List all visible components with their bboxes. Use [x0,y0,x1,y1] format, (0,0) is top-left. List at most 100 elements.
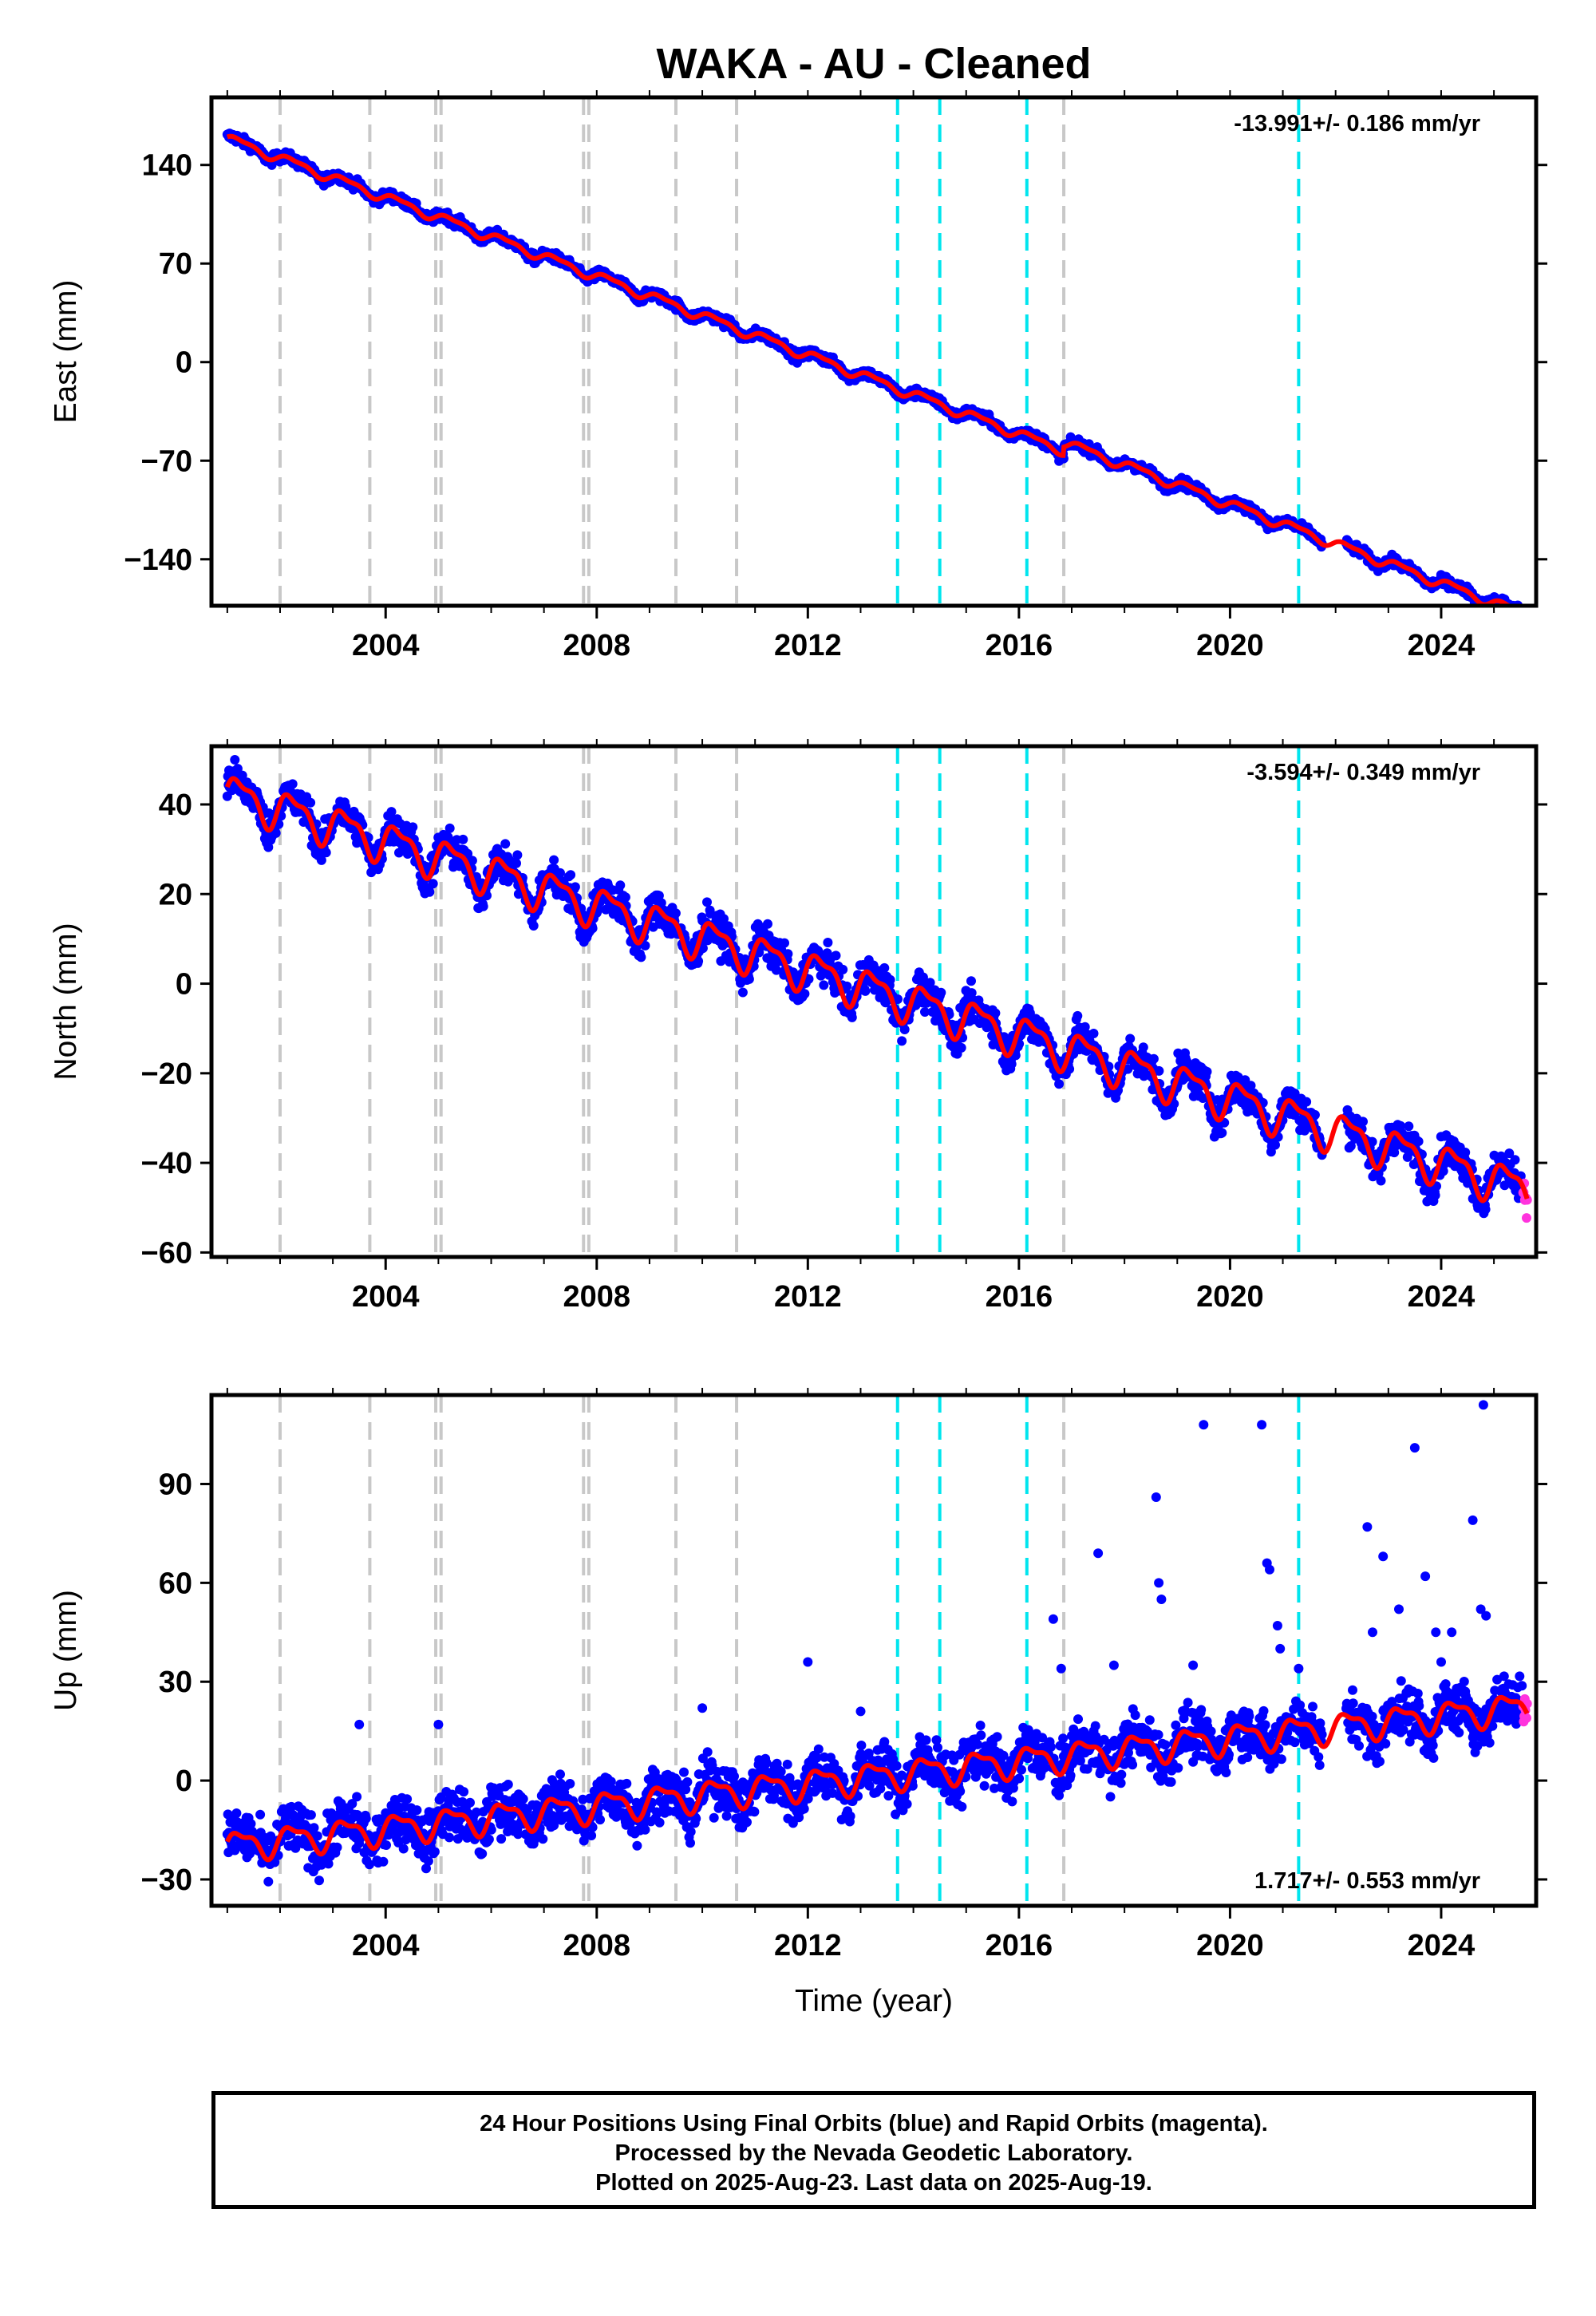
final-orbit-point [266,1831,276,1841]
final-orbit-point [1302,1097,1312,1107]
rapid-orbit-point [1522,614,1531,623]
chart-title: WAKA - AU - Cleaned [656,40,1091,88]
final-orbit-point [640,940,650,951]
final-orbit-point [314,1875,324,1886]
final-orbit-point [920,1007,930,1017]
x-tick-label: 2012 [774,1280,842,1314]
final-orbit-point [428,879,438,889]
final-orbit-point [842,981,852,991]
final-orbit-point [237,770,247,781]
final-orbit-point [500,839,511,849]
final-orbit-point [893,994,903,1004]
x-tick-label: 2004 [352,1280,420,1314]
final-orbit-point [990,1008,1001,1018]
final-orbit-point [1413,1136,1424,1147]
final-orbit-point [620,892,630,903]
final-orbit-point [402,1794,413,1804]
final-orbit-point [1088,1029,1099,1038]
final-orbit-point [312,1831,322,1841]
final-orbit-point [1125,1034,1136,1044]
final-orbit-point [1345,1141,1356,1151]
final-orbit-point [309,1823,319,1833]
final-orbit-point [1460,1148,1471,1157]
rapid-orbit-point [1521,611,1531,621]
final-orbit-point [421,1863,431,1874]
y-tick-label: −20 [141,1057,192,1091]
final-orbit-point [347,1799,358,1809]
final-orbit-point [412,1805,422,1816]
final-orbit-point [361,1813,371,1824]
rapid-orbit-point [1519,607,1529,617]
final-orbit-point [378,1856,389,1867]
final-orbit-point [306,797,316,808]
x-tick-label: 2016 [986,1280,1053,1314]
final-orbit-point [555,868,565,878]
final-orbit-point [458,834,468,844]
model-fit-line [226,133,1515,606]
final-orbit-point [352,1792,362,1802]
final-orbit-point [570,882,580,892]
final-orbit-point [286,1801,297,1812]
final-orbit-point [478,901,488,911]
final-orbit-point [444,823,455,833]
final-orbit-point [1270,1140,1280,1150]
final-orbit-point [1515,607,1524,616]
rapid-orbit-point [1521,611,1531,621]
velocity-label: -13.991+/- 0.186 mm/yr [1234,111,1480,136]
final-orbit-point [246,1819,256,1829]
data-points [222,128,1532,623]
final-orbit-point [1080,1022,1090,1032]
final-orbit-point [719,914,729,924]
final-orbit-point [231,1808,242,1818]
final-orbit-point [966,976,976,986]
final-orbit-point [386,807,397,817]
y-tick-label: −140 [124,543,192,577]
final-orbit-point [321,848,331,858]
final-orbit-point [1154,1065,1164,1076]
final-orbit-point [860,986,871,996]
x-tick-label: 2020 [1196,1280,1264,1314]
model-fit-line [224,776,1530,1203]
final-orbit-point [1480,1204,1491,1215]
final-orbit-point [897,1036,907,1046]
final-orbit-point [1358,1117,1368,1127]
y-tick-label: 20 [159,878,192,911]
final-orbit-point [1504,1148,1515,1159]
final-orbit-point [737,987,748,998]
final-orbit-point [744,974,754,984]
rapid-orbit-point [1523,611,1532,620]
final-orbit-point [1515,607,1524,616]
final-orbit-point [956,1042,966,1053]
final-orbit-point [697,943,708,954]
final-orbit-point [783,949,793,959]
plot-frame [209,95,1539,608]
event-lines [278,1395,1301,1906]
x-tick-label: 2016 [986,629,1053,662]
y-tick-label: 0 [176,346,192,380]
final-orbit-point [271,828,281,838]
final-orbit-point [512,850,523,860]
final-orbit-point [936,987,946,998]
final-orbit-point [332,1842,342,1852]
final-orbit-point [1430,1190,1440,1200]
final-orbit-point [615,880,626,891]
final-orbit-point [899,1025,910,1034]
rapid-orbit-point [1519,610,1528,619]
final-orbit-point [1246,1081,1256,1091]
final-orbit-point [925,978,935,988]
final-orbit-point [528,921,539,931]
data-points [222,1400,1532,1887]
final-orbit-point [656,898,666,908]
final-orbit-point [1202,1066,1212,1077]
y-tick-label: −60 [141,1236,192,1270]
final-orbit-point [1217,1128,1227,1138]
x-tick-label: 2008 [563,629,631,662]
y-tick-label: 0 [176,968,192,1002]
final-orbit-point [702,897,712,907]
final-orbit-point [587,923,598,934]
final-orbit-point [287,779,298,789]
rapid-orbit-point [1520,607,1530,617]
final-orbit-point [831,951,841,961]
